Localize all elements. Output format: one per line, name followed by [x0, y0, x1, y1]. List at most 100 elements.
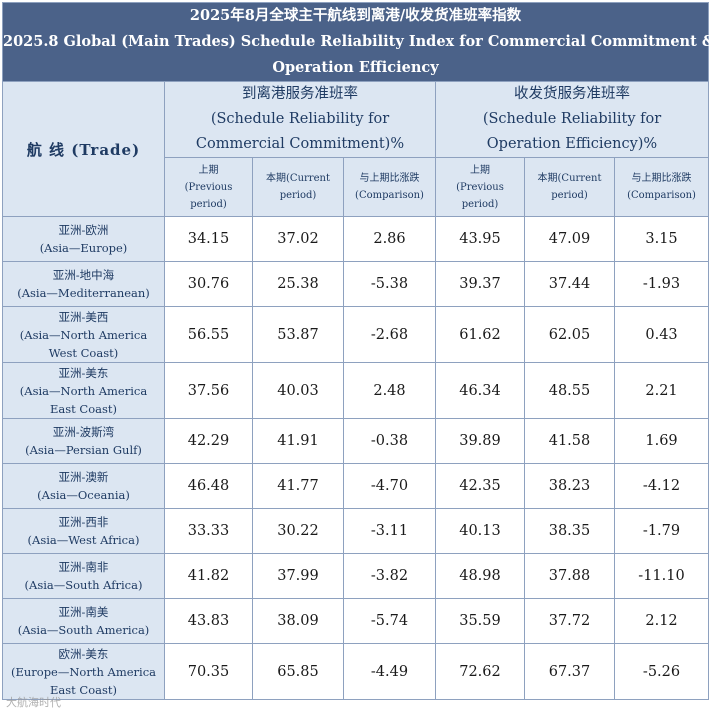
- operation-current: 47.09: [524, 216, 615, 262]
- commercial-current: 25.38: [252, 261, 344, 307]
- table-row: 亚洲-美西 (Asia—North America West Coast) 56.55…: [2, 306, 710, 363]
- trade-cell: 亚洲-地中海 (Asia—Mediterranean): [2, 261, 165, 307]
- commercial-previous: 42.29: [164, 418, 253, 464]
- trade-name-en: (Asia—South America): [17, 623, 150, 637]
- title-en-line1: 2025.8 Global (Main Trades) Schedule Rel…: [3, 33, 710, 50]
- trade-cell: 亚洲-美东 (Asia—North America East Coast): [2, 362, 165, 419]
- table-row: 亚洲-地中海 (Asia—Mediterranean) 30.76 25.38 -5.3…: [2, 261, 710, 307]
- trade-name-zh: 亚洲-澳新: [58, 470, 109, 484]
- trade-cell: 亚洲-美西 (Asia—North America West Coast): [2, 306, 165, 363]
- sub-header-line: period): [279, 190, 317, 201]
- trade-name-en: (Asia—North America: [19, 327, 148, 342]
- previous-period-header: 上期 (Previous period): [164, 157, 253, 217]
- operation-current: 67.37: [524, 643, 615, 700]
- operation-comparison: 0.43: [613, 306, 710, 363]
- trade-name-en: (Asia—North America: [19, 383, 148, 398]
- trade-name-zh: 亚洲-欧洲: [58, 223, 109, 237]
- trade-name-en: (Asia—South Africa): [24, 578, 143, 592]
- commercial-comparison: -5.38: [343, 261, 436, 307]
- operation-previous: 48.98: [435, 553, 525, 599]
- title-en-line2: Operation Efficiency: [272, 59, 439, 76]
- commercial-comparison: -3.11: [343, 508, 436, 554]
- commercial-current: 41.91: [252, 418, 344, 464]
- operation-current: 37.72: [524, 598, 615, 644]
- commercial-previous: 70.35: [164, 643, 253, 700]
- table-row: 亚洲-美东 (Asia—North America East Coast) 37.56…: [2, 362, 710, 419]
- trade-name-en: West Coast): [48, 345, 119, 360]
- commercial-previous: 56.55: [164, 306, 253, 363]
- group-header-row: 航 线 (Trade) 到离港服务准班率 (Schedule Reliabili…: [2, 81, 710, 217]
- trade-cell: 亚洲-南非 (Asia—South Africa): [2, 553, 165, 599]
- commercial-current: 37.02: [252, 216, 344, 262]
- operation-comparison: 2.12: [613, 598, 710, 644]
- current-period-header: 本期(Current period): [252, 157, 344, 217]
- commercial-comparison: -2.68: [343, 306, 436, 363]
- group-title-en1: (Schedule Reliability for: [482, 111, 662, 127]
- trade-name-zh: 亚洲-地中海: [52, 268, 115, 282]
- commercial-previous: 33.33: [164, 508, 253, 554]
- operation-comparison: 3.15: [613, 216, 710, 262]
- sub-header-line: 与上期比涨跌: [359, 173, 420, 184]
- trade-name-en: East Coast): [49, 682, 118, 697]
- trade-cell: 亚洲-澳新 (Asia—Oceania): [2, 463, 165, 509]
- commercial-current: 53.87: [252, 306, 344, 363]
- sub-header-line: period): [551, 190, 588, 201]
- trade-name-en: (Asia—Oceania): [37, 488, 130, 502]
- operation-current: 48.55: [524, 362, 615, 419]
- group-title-en2: Commercial Commitment)%: [195, 136, 405, 152]
- sub-header-line: 与上期比涨跌: [631, 173, 692, 184]
- title-row: 2025年8月全球主干航线到离港/收发货准班率指数 2025.8 Global …: [1, 2, 710, 82]
- trade-name-zh: 亚洲-波斯湾: [52, 425, 115, 439]
- trade-name-en: (Asia—Persian Gulf): [25, 443, 142, 457]
- table-row: 亚洲-欧洲 (Asia—Europe) 34.15 37.02 2.86 43.95 47.…: [2, 216, 710, 262]
- table-row: 亚洲-南非 (Asia—South Africa) 41.82 37.99 -3.82 4…: [2, 553, 710, 599]
- operation-comparison: -4.12: [613, 463, 710, 509]
- operation-current: 38.23: [524, 463, 615, 509]
- trade-cell: 亚洲-西非 (Asia—West Africa): [2, 508, 165, 554]
- operation-comparison: -5.26: [613, 643, 710, 700]
- trade-name-en: (Asia—Europe): [39, 241, 128, 255]
- commercial-current: 65.85: [252, 643, 344, 700]
- operation-previous: 40.13: [435, 508, 525, 554]
- trade-name-zh: 亚洲-南美: [58, 605, 109, 619]
- commercial-previous: 43.83: [164, 598, 253, 644]
- commercial-previous: 37.56: [164, 362, 253, 419]
- operation-comparison: 1.69: [613, 418, 710, 464]
- trade-name-en: (Asia—Mediterranean): [17, 286, 150, 300]
- current-period-header: 本期(Current period): [524, 157, 615, 217]
- commercial-commitment-header: 到离港服务准班率 (Schedule Reliability for Comme…: [164, 81, 436, 158]
- sub-header-line: (Previous: [456, 181, 504, 193]
- trade-name-en: (Asia—West Africa): [27, 533, 140, 547]
- operation-previous: 72.62: [435, 643, 525, 700]
- sub-header-row: 上期 (Previous period) 本期(Current period) 与上期比涨…: [3, 157, 710, 217]
- reliability-table: 2025年8月全球主干航线到离港/收发货准班率指数 2025.8 Global …: [1, 2, 710, 700]
- trade-header: 航 线 (Trade): [2, 81, 165, 217]
- trade-name-en: East Coast): [49, 401, 118, 416]
- commercial-previous: 34.15: [164, 216, 253, 262]
- table-row: 亚洲-南美 (Asia—South America) 43.83 38.09 -5.74…: [2, 598, 710, 644]
- commercial-previous: 41.82: [164, 553, 253, 599]
- trade-cell: 亚洲-欧洲 (Asia—Europe): [2, 216, 165, 262]
- trade-name-zh: 亚洲-美西: [58, 309, 109, 324]
- commercial-previous: 30.76: [164, 261, 253, 307]
- trade-cell: 欧洲-美东 (Europe—North America East Coast): [2, 643, 165, 700]
- commercial-current: 38.09: [252, 598, 344, 644]
- comparison-header: 与上期比涨跌 (Comparison): [343, 157, 436, 217]
- trade-name-zh: 欧洲-美东: [58, 646, 109, 661]
- operation-comparison: -11.10: [613, 553, 710, 599]
- sub-header-line: (Comparison): [627, 190, 696, 201]
- watermark: 大航海时代: [6, 696, 61, 709]
- trade-name-zh: 亚洲-西非: [58, 515, 109, 529]
- commercial-comparison: -0.38: [343, 418, 436, 464]
- commercial-comparison: 2.48: [343, 362, 436, 419]
- operation-comparison: -1.79: [613, 508, 710, 554]
- sub-header-line: 上期: [470, 164, 490, 176]
- sub-header-line: period): [461, 198, 499, 210]
- sub-header-line: 上期: [198, 164, 219, 176]
- table-row: 亚洲-波斯湾 (Asia—Persian Gulf) 42.29 41.91 -0.38…: [2, 418, 710, 464]
- commercial-comparison: 2.86: [343, 216, 436, 262]
- title-zh: 2025年8月全球主干航线到离港/收发货准班率指数: [189, 7, 522, 24]
- operation-previous: 43.95: [435, 216, 525, 262]
- group-title-zh: 收发货服务准班率: [514, 86, 631, 102]
- sub-header-line: 本期(Current: [266, 173, 330, 184]
